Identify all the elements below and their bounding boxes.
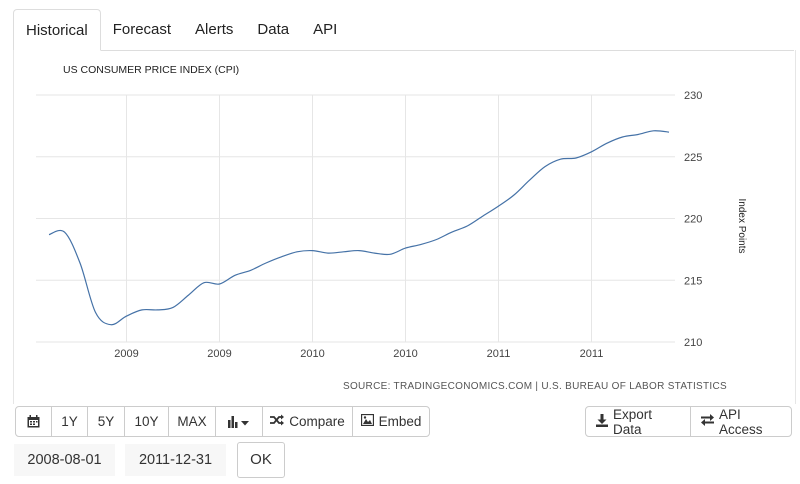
tab-forecast[interactable]: Forecast [112,21,172,38]
bar-chart-icon [228,415,249,428]
chart-source: SOURCE: TRADINGECONOMICS.COM | U.S. BURE… [343,381,727,392]
exchange-icon [701,414,714,429]
y-axis-label: Index Points [736,198,747,253]
x-tick-label: 2010 [393,348,417,360]
api-access-button[interactable]: API Access [690,406,792,437]
date-range: 2008-08-01 2011-12-31 OK [13,441,285,478]
x-tick-label: 2009 [114,348,138,360]
x-axis-ticks: 2009 2009 2010 2010 2011 2011 [114,348,603,360]
export-data-button[interactable]: Export Data [585,406,691,437]
ok-button[interactable]: OK [237,441,285,478]
y-tick-label: 230 [684,90,702,102]
range-1y-button[interactable]: 1Y [51,406,88,437]
y-tick-label: 215 [684,275,702,287]
tab-historical[interactable]: Historical [13,9,101,51]
tab-data[interactable]: Data [257,21,290,38]
y-tick-label: 210 [684,337,702,349]
end-date-input[interactable]: 2011-12-31 [124,442,227,477]
download-icon [596,413,608,430]
y-tick-label: 225 [684,152,702,164]
caret-down-icon [241,420,249,425]
export-data-label: Export Data [613,406,653,437]
cpi-chart: US CONSUMER PRICE INDEX (CPI) 2102152202… [36,64,747,392]
calendar-button[interactable] [15,406,52,437]
range-5y-button[interactable]: 5Y [87,406,125,437]
embed-button[interactable]: Embed [352,406,430,437]
compare-label: Compare [289,414,345,429]
chart-panel: US CONSUMER PRICE INDEX (CPI) 210 215 220 2… [13,50,796,404]
y-axis-ticks: 210 215 220 225 230 [684,90,702,349]
x-tick-label: 2011 [487,348,511,360]
chart-type-dropdown[interactable] [215,406,263,437]
embed-label: Embed [378,414,422,429]
start-date-input[interactable]: 2008-08-01 [13,442,116,477]
chart-toolbar: 1Y 5Y 10Y MAX Compare [15,406,430,437]
range-10y-button[interactable]: 10Y [124,406,169,437]
image-icon [360,413,374,429]
cpi-line [48,130,670,326]
calendar-icon [27,415,40,428]
x-tick-label: 2009 [207,348,231,360]
tab-bar: Historical Forecast Alerts Data API [13,8,794,51]
shuffle-icon [270,414,285,429]
chart-title: US CONSUMER PRICE INDEX (CPI) [63,64,239,76]
y-tick-label: 220 [684,214,702,226]
x-tick-label: 2011 [580,348,604,360]
tab-api[interactable]: API [313,21,338,38]
range-max-button[interactable]: MAX [168,406,216,437]
x-tick-label: 2010 [300,348,324,360]
api-access-label: API Access [719,406,763,437]
export-toolbar: Export Data API Access [585,406,792,437]
chart-grid [36,94,675,343]
compare-button[interactable]: Compare [262,406,353,437]
tab-alerts[interactable]: Alerts [195,21,234,38]
